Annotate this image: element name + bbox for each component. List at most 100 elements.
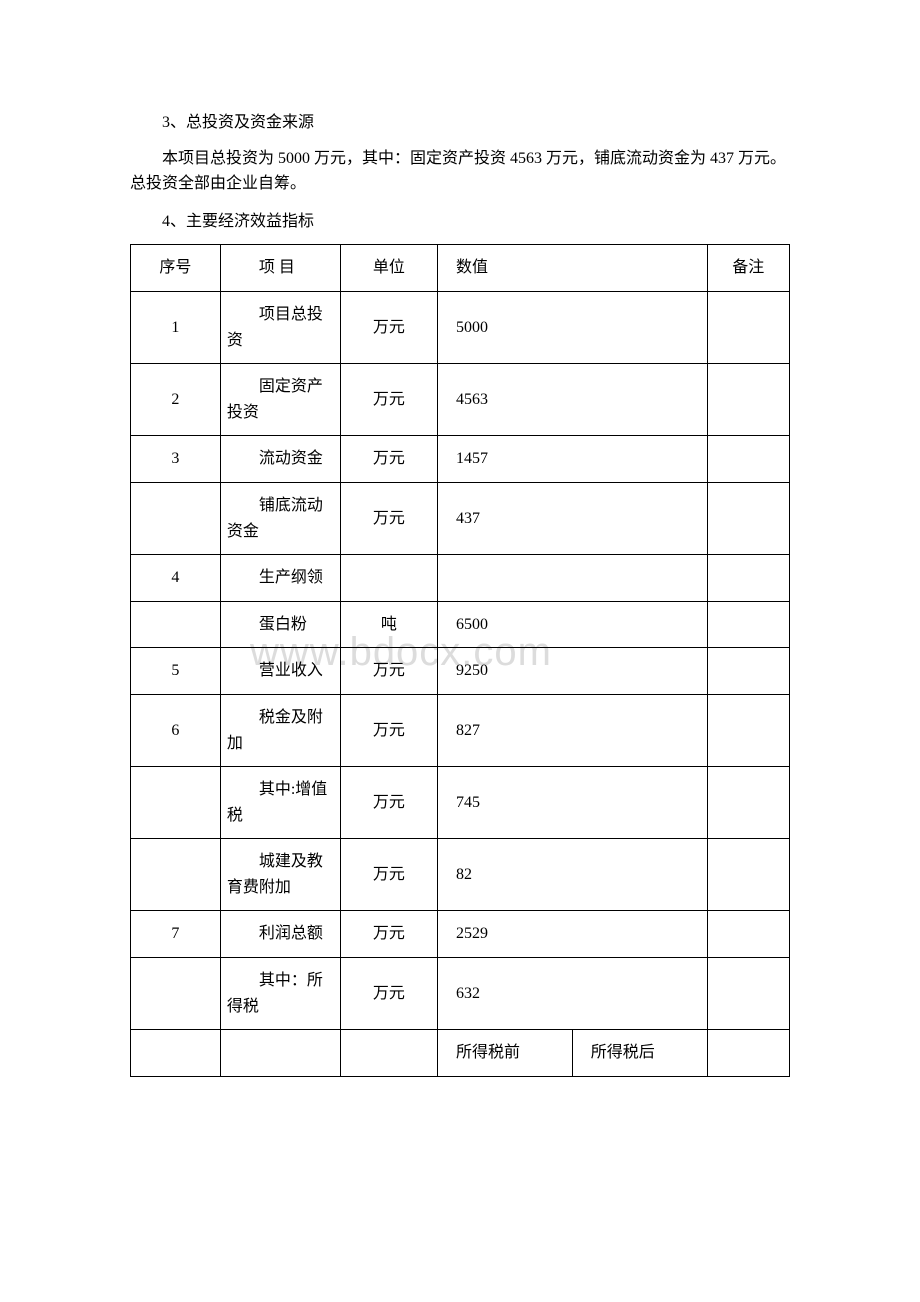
cell-value: 6500 bbox=[438, 601, 708, 648]
cell-value: 2529 bbox=[438, 911, 708, 958]
cell-item: 利润总额 bbox=[220, 911, 340, 958]
cell-value: 437 bbox=[438, 482, 708, 554]
table-row: 蛋白粉吨6500 bbox=[131, 601, 790, 648]
cell-item: 流动资金 bbox=[220, 436, 340, 483]
section4-title: 4、主要经济效益指标 bbox=[130, 209, 790, 235]
cell-value: 827 bbox=[438, 694, 708, 766]
cell-item-text: 其中:增值税 bbox=[227, 777, 334, 828]
cell-item-text: 生产纲领 bbox=[227, 565, 334, 591]
cell-item-text: 城建及教育费附加 bbox=[227, 849, 334, 900]
cell-note bbox=[707, 1030, 789, 1077]
cell-value: 632 bbox=[438, 958, 708, 1030]
cell-seq bbox=[131, 958, 221, 1030]
table-row-split: 所得税前所得税后 bbox=[131, 1030, 790, 1077]
table-row: 其中:增值税万元745 bbox=[131, 767, 790, 839]
cell-note bbox=[707, 958, 789, 1030]
cell-unit: 万元 bbox=[340, 839, 437, 911]
cell-value: 1457 bbox=[438, 436, 708, 483]
cell-item: 其中:增值税 bbox=[220, 767, 340, 839]
cell-note bbox=[707, 555, 789, 602]
cell-item-text: 项目总投资 bbox=[227, 302, 334, 353]
cell-seq bbox=[131, 482, 221, 554]
cell-item-text: 利润总额 bbox=[227, 921, 334, 947]
header-seq: 序号 bbox=[131, 245, 221, 292]
cell-seq: 7 bbox=[131, 911, 221, 958]
cell-note bbox=[707, 601, 789, 648]
cell-unit: 万元 bbox=[340, 291, 437, 363]
cell-item: 固定资产投资 bbox=[220, 364, 340, 436]
cell-item-text: 营业收入 bbox=[227, 658, 334, 684]
cell-note bbox=[707, 364, 789, 436]
cell-unit: 万元 bbox=[340, 694, 437, 766]
cell-item: 其中：所得税 bbox=[220, 958, 340, 1030]
cell-unit: 万元 bbox=[340, 436, 437, 483]
cell-seq bbox=[131, 767, 221, 839]
cell-unit: 万元 bbox=[340, 767, 437, 839]
cell-item: 项目总投资 bbox=[220, 291, 340, 363]
header-value: 数值 bbox=[438, 245, 708, 292]
cell-note bbox=[707, 839, 789, 911]
cell-item-text: 铺底流动资金 bbox=[227, 493, 334, 544]
cell-seq bbox=[131, 1030, 221, 1077]
header-item-text: 项 目 bbox=[227, 255, 334, 281]
cell-note bbox=[707, 482, 789, 554]
table-row: 1项目总投资万元5000 bbox=[131, 291, 790, 363]
cell-unit: 万元 bbox=[340, 364, 437, 436]
cell-seq: 5 bbox=[131, 648, 221, 695]
cell-value: 82 bbox=[438, 839, 708, 911]
cell-value bbox=[438, 555, 708, 602]
cell-item-text: 蛋白粉 bbox=[227, 612, 334, 638]
cell-item-text: 固定资产投资 bbox=[227, 374, 334, 425]
cell-seq: 4 bbox=[131, 555, 221, 602]
table-row: 5营业收入万元9250 bbox=[131, 648, 790, 695]
cell-note bbox=[707, 291, 789, 363]
table-row: 3流动资金万元1457 bbox=[131, 436, 790, 483]
cell-seq: 6 bbox=[131, 694, 221, 766]
section3-title: 3、总投资及资金来源 bbox=[130, 110, 790, 136]
table-row: 4生产纲领 bbox=[131, 555, 790, 602]
cell-value: 745 bbox=[438, 767, 708, 839]
table-row: 铺底流动资金万元437 bbox=[131, 482, 790, 554]
cell-item: 税金及附加 bbox=[220, 694, 340, 766]
header-item: 项 目 bbox=[220, 245, 340, 292]
cell-item-text: 流动资金 bbox=[227, 446, 334, 472]
economic-indicators-table: 序号 项 目 单位 数值 备注 1项目总投资万元50002固定资产投资万元456… bbox=[130, 244, 790, 1076]
cell-seq bbox=[131, 839, 221, 911]
cell-item: 蛋白粉 bbox=[220, 601, 340, 648]
cell-unit bbox=[340, 555, 437, 602]
cell-unit bbox=[340, 1030, 437, 1077]
cell-value: 9250 bbox=[438, 648, 708, 695]
cell-seq: 1 bbox=[131, 291, 221, 363]
cell-note bbox=[707, 648, 789, 695]
table-row: 2固定资产投资万元4563 bbox=[131, 364, 790, 436]
cell-item: 营业收入 bbox=[220, 648, 340, 695]
cell-seq bbox=[131, 601, 221, 648]
cell-value: 4563 bbox=[438, 364, 708, 436]
cell-value-posttax: 所得税后 bbox=[572, 1030, 707, 1077]
cell-value-pretax: 所得税前 bbox=[438, 1030, 573, 1077]
cell-item-text: 其中：所得税 bbox=[227, 968, 334, 1019]
cell-unit: 万元 bbox=[340, 911, 437, 958]
cell-seq: 2 bbox=[131, 364, 221, 436]
cell-item: 铺底流动资金 bbox=[220, 482, 340, 554]
section3-body: 本项目总投资为 5000 万元，其中：固定资产投资 4563 万元，铺底流动资金… bbox=[130, 146, 790, 197]
cell-item: 生产纲领 bbox=[220, 555, 340, 602]
cell-unit: 万元 bbox=[340, 482, 437, 554]
cell-unit: 吨 bbox=[340, 601, 437, 648]
cell-item bbox=[220, 1030, 340, 1077]
table-row: 6税金及附加万元827 bbox=[131, 694, 790, 766]
table-row: 其中：所得税万元632 bbox=[131, 958, 790, 1030]
cell-note bbox=[707, 911, 789, 958]
table-row: 城建及教育费附加万元82 bbox=[131, 839, 790, 911]
header-unit: 单位 bbox=[340, 245, 437, 292]
cell-item: 城建及教育费附加 bbox=[220, 839, 340, 911]
cell-unit: 万元 bbox=[340, 958, 437, 1030]
cell-unit: 万元 bbox=[340, 648, 437, 695]
cell-note bbox=[707, 694, 789, 766]
cell-seq: 3 bbox=[131, 436, 221, 483]
cell-note bbox=[707, 436, 789, 483]
cell-note bbox=[707, 767, 789, 839]
table-row: 7利润总额万元2529 bbox=[131, 911, 790, 958]
cell-item-text: 税金及附加 bbox=[227, 705, 334, 756]
header-note: 备注 bbox=[707, 245, 789, 292]
